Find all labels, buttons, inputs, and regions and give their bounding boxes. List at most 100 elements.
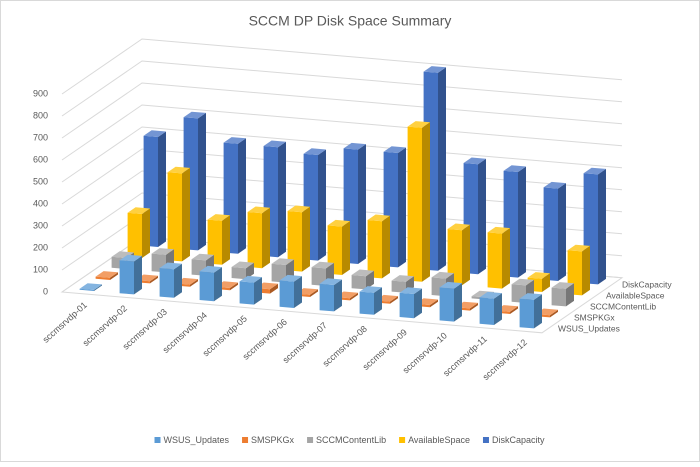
bar-side [462, 224, 470, 286]
bar-front [391, 280, 406, 293]
bar [543, 181, 566, 281]
bar-side [518, 166, 526, 278]
grid-line [61, 170, 623, 227]
bar-side [390, 296, 398, 304]
bar [207, 214, 230, 265]
bar-top [431, 271, 454, 279]
grid-line [61, 104, 623, 161]
legend-swatch [482, 437, 489, 443]
legend-swatch [307, 437, 314, 443]
bar-side [534, 294, 542, 329]
bar-side [182, 167, 190, 262]
bar-top [143, 130, 166, 137]
bar [247, 206, 270, 269]
bar-top [399, 287, 422, 294]
bar-top [183, 111, 206, 119]
bar [487, 226, 510, 289]
bar-front [351, 275, 366, 290]
bar-front [167, 172, 182, 262]
bar-front [199, 271, 214, 302]
bar-top [487, 226, 510, 234]
bar-side [158, 131, 166, 247]
y-tick-label: 500 [33, 176, 48, 186]
legend-swatch [242, 437, 249, 443]
bar-side [366, 270, 374, 290]
bar [95, 271, 118, 280]
bar-side [510, 306, 518, 314]
bar-side [310, 289, 318, 297]
bar-front [407, 126, 422, 282]
bar-side [566, 283, 574, 307]
bar [231, 261, 254, 280]
bar-front [239, 281, 254, 305]
bar-side [230, 282, 238, 291]
bar-top [447, 223, 470, 231]
bar-front [79, 288, 94, 291]
legend-label: WSUS_Updates [164, 435, 230, 445]
bar-top [159, 262, 182, 270]
bar-top [167, 166, 190, 174]
bar [479, 291, 502, 325]
bar-front [543, 187, 558, 281]
bar-side [134, 255, 142, 295]
bar-top [343, 142, 366, 150]
bar [439, 281, 462, 322]
y-tick-label: 400 [33, 198, 48, 208]
bar-top [247, 206, 270, 214]
bar-side [150, 275, 158, 284]
legend: WSUS_Updates SMSPKGx SCCMContentLib Availab… [154, 435, 545, 445]
bar-side [142, 208, 150, 258]
bar-top [271, 258, 294, 265]
bar-top [279, 274, 302, 282]
bar-top [367, 214, 390, 222]
bar-top [239, 275, 262, 283]
bar-side [190, 279, 198, 287]
y-tick-label: 600 [33, 154, 48, 164]
bar-top [119, 254, 142, 262]
bar-side [174, 263, 182, 298]
bar-side [470, 302, 478, 311]
bar-front [279, 280, 294, 308]
bar [167, 166, 190, 262]
bar [367, 214, 390, 279]
bar-side [598, 168, 606, 285]
y-tick-label: 900 [33, 88, 48, 98]
bar-side [198, 112, 206, 251]
bar-top [319, 278, 342, 285]
bar-side [238, 138, 246, 254]
bar-side [94, 284, 102, 291]
bar-front [95, 276, 110, 280]
bar-top [551, 282, 574, 289]
bar-side [542, 273, 550, 292]
bar-side [478, 158, 486, 275]
bar-side [382, 215, 390, 279]
bar-front [551, 287, 566, 307]
bar-side [494, 293, 502, 325]
bar-side [398, 147, 406, 268]
bar-side [374, 287, 382, 315]
bar [359, 286, 382, 315]
bar-top [463, 157, 486, 165]
bar-side [422, 122, 430, 282]
y-tick-label: 700 [33, 132, 48, 142]
bar-top [79, 283, 102, 290]
bar-top [503, 165, 526, 172]
bar [447, 223, 470, 286]
bar [79, 283, 102, 291]
bar-side [558, 183, 566, 281]
bar-front [439, 287, 454, 322]
bar-top [199, 265, 222, 273]
bar-top [311, 261, 334, 269]
grid-line [61, 192, 623, 249]
y-tick-label: 300 [33, 220, 48, 230]
bar-top [207, 214, 230, 221]
bar [239, 275, 262, 305]
legend-label: SCCMContentLib [316, 435, 386, 445]
legend-label: DiskCapacity [492, 435, 545, 445]
bar-top [351, 269, 374, 277]
bar-side [582, 245, 590, 296]
legend-swatch [154, 437, 161, 443]
bar-top [479, 291, 502, 299]
bar-front [447, 229, 462, 286]
chart-title: SCCM DP Disk Space Summary [249, 13, 452, 29]
